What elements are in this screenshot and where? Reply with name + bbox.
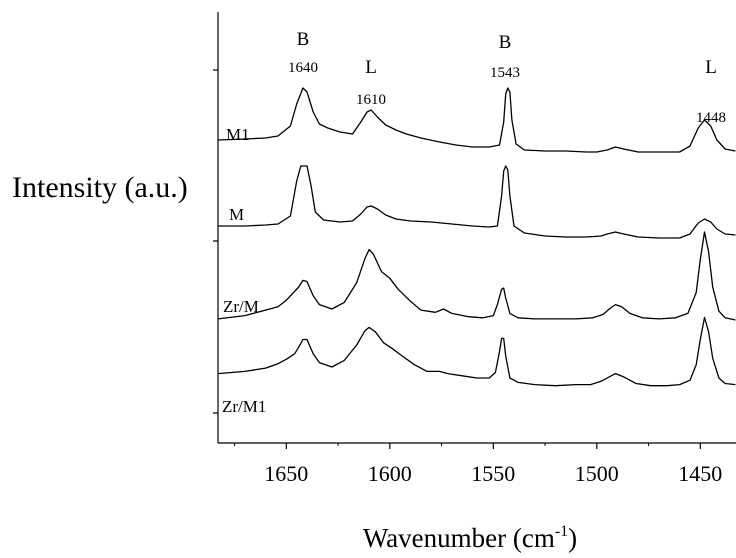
x-axis-label-main: Wavenumber (cm	[363, 523, 555, 553]
peak-type-label-1448: L	[705, 57, 717, 78]
series-line-zr-m	[217, 231, 736, 321]
peak-type-label-1610: L	[365, 57, 377, 78]
series-label-zr-m1: Zr/M1	[222, 397, 266, 416]
axes	[213, 12, 736, 444]
peak-value-label-1543: 1543	[490, 65, 520, 81]
x-tick-label-1450: 1450	[678, 461, 722, 486]
peak-type-label-1640: B	[297, 29, 310, 50]
peak-annotations: B 1640 L 1610 B 1543 L 1448	[288, 29, 726, 126]
series-label-m: M	[229, 205, 244, 224]
x-axis-label-superscript: -1	[555, 523, 568, 540]
series-label-m1: M1	[226, 125, 250, 144]
y-axis-label: Intensity (a.u.)	[12, 171, 188, 204]
series-label-zr-m: Zr/M	[223, 297, 259, 316]
x-tick-label-1600: 1600	[368, 461, 412, 486]
peak-value-label-1640: 1640	[288, 60, 318, 76]
series-layer: M1 M Zr/M Zr/M1	[217, 87, 736, 416]
peak-value-label-1610: 1610	[356, 92, 386, 108]
series-line-zr-m1	[217, 316, 736, 387]
peak-type-label-1543: B	[499, 32, 512, 53]
x-tick-label-1550: 1550	[471, 461, 515, 486]
x-ticks: 1650 1600 1550 1500 1450	[234, 443, 722, 486]
x-axis-label-close: )	[568, 523, 577, 553]
peak-value-label-1448: 1448	[696, 110, 726, 126]
series-line-m1	[217, 87, 736, 153]
series-line-m	[218, 165, 736, 239]
x-tick-label-1650: 1650	[264, 461, 308, 486]
x-axis-label: Wavenumber (cm-1)	[363, 523, 577, 553]
x-tick-label-1500: 1500	[575, 461, 619, 486]
